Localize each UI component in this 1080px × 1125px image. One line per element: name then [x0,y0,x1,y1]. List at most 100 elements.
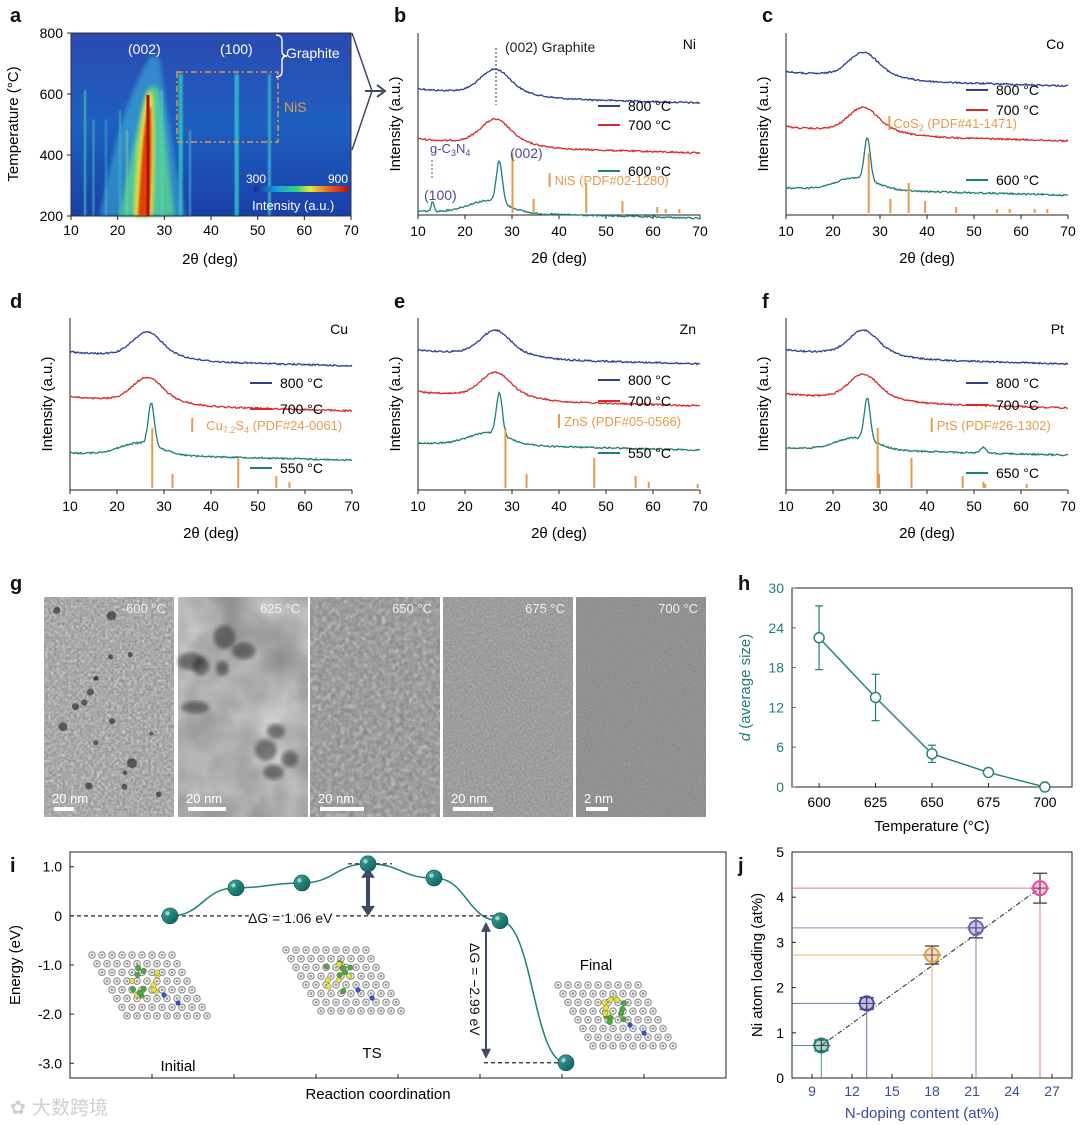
lattice-atom [591,1044,595,1048]
lattice-atom [95,962,99,966]
xrd-x-tick-label: 10 [410,223,426,239]
lattice-ring [297,954,305,963]
j-ylabel: Ni atom loading (at%) [749,893,766,1037]
lattice-atom [180,1005,184,1009]
a-x-tick-label: 30 [157,222,173,238]
lattice-ring [609,1042,617,1050]
panel-letter-g: g [10,573,22,595]
metal-label: Pt [1051,321,1064,337]
lattice-atom [656,1018,660,1022]
lattice-atom [344,948,348,952]
lattice-ring [352,981,360,989]
lattice-atom [636,1018,640,1022]
lattice-ring [128,951,136,959]
j-y-tick-label: 0 [776,1070,784,1086]
legend-label: 800 °C [280,375,323,391]
lattice-atom [329,1009,333,1013]
lattice-cluster-atom [614,997,621,1004]
lattice-ring [317,954,325,963]
i-state-point-highlight [363,859,368,864]
lattice-ring [554,981,562,989]
watermark-icon: ✿ [10,1097,26,1119]
tem-particle [81,699,88,706]
lattice-atom [354,983,358,987]
lattice-ring [574,1016,582,1024]
lattice-atom [90,953,94,957]
lattice-ring [123,959,131,968]
lattice-ring [198,1003,206,1011]
lattice-atom [175,979,179,983]
lattice-atom [155,1014,159,1018]
ref-label-pdf: (PDF#41-1471) [924,116,1017,131]
metal-label: Ni [683,36,696,52]
tem-cluster [263,764,284,780]
xrd-x-tick-label: 30 [872,498,888,514]
lattice-ring [382,998,390,1006]
j-data-point [813,1037,830,1054]
lattice-ring [292,963,300,972]
xrd-x-tick-label: 60 [1013,498,1029,514]
xrd-x-tick-label: 50 [598,498,614,514]
lattice-atom [299,957,303,961]
lattice-atom [125,1014,129,1018]
xrd-x-tick-label: 10 [410,498,426,514]
lattice-atom [185,997,189,1000]
lattice-atom [384,983,388,987]
xrd-xlabel: 2θ (deg) [531,525,587,542]
lattice-cluster-atom [620,1000,627,1007]
xrd-x-tick-label: 40 [203,498,219,514]
j-y-tick-label: 3 [776,934,784,950]
h-x-tick-label: 650 [920,794,944,810]
lattice-atom [601,992,605,996]
lattice-ring [649,1007,657,1015]
lattice-atom [354,1000,358,1004]
lattice-atom [284,948,288,952]
lattice-atom [339,957,343,961]
lattice-atom [180,971,184,974]
xrd-x-tick-label: 30 [156,498,172,514]
tem-particle [149,731,154,736]
lattice-cluster-atom [601,1010,608,1017]
xrd-curve-800 [785,329,1069,366]
panel-h-chart: 600 625 650 675 700 0 6 12 18 24 30 Temperature (°C… [737,580,1073,835]
lattice-ring [659,1042,667,1050]
lattice-atom [364,948,368,952]
lattice-ring [357,989,365,998]
lattice-ring [302,981,310,989]
ref-label: ZnS (PDF#05-0566) [564,414,681,429]
lattice-atom [359,1009,363,1013]
h-data-point [813,632,825,644]
lattice-ring [347,1007,355,1015]
lattice-ring [88,951,96,959]
lattice-atom [190,988,194,992]
lattice-atom [586,1018,590,1022]
lattice-ring [312,981,320,989]
colorbar-max: 900 [328,172,348,186]
lattice-atom [566,983,570,987]
lattice-ring [579,1007,587,1015]
lattice-atom [145,979,149,983]
lattice-atom [581,1027,585,1030]
xrd-x-tick-label: 40 [919,498,935,514]
lattice-atom [344,1000,348,1004]
lattice-ring [644,998,652,1007]
lattice-ring [158,951,166,959]
lattice-ring [128,1003,136,1011]
xrd-panel-d: 10 20 30 40 50 60 70 2θ (deg) Intensity (a.u.) Cu… [39,318,360,542]
i-y-tick-label: 1.0 [43,859,63,875]
tem-particle [93,740,99,746]
lattice-ring [103,977,111,985]
lattice-atom [601,1044,605,1048]
gcn-label-sub4: 4 [465,148,470,158]
lattice-ring [173,1012,181,1020]
lattice-ring [163,1012,171,1020]
legend-label: 700 °C [628,117,671,133]
lattice-atom [150,971,154,974]
lattice-atom [334,1000,338,1004]
panel-a-heatmap: NiS (002) (100) Graphite 300 900 Intensi… [5,25,387,268]
a-x-tick-label: 10 [63,222,79,238]
peak-label-002: (002) [510,145,543,161]
lattice-atom [170,971,174,974]
lattice-ring [332,946,340,954]
lattice-atom [115,962,119,966]
